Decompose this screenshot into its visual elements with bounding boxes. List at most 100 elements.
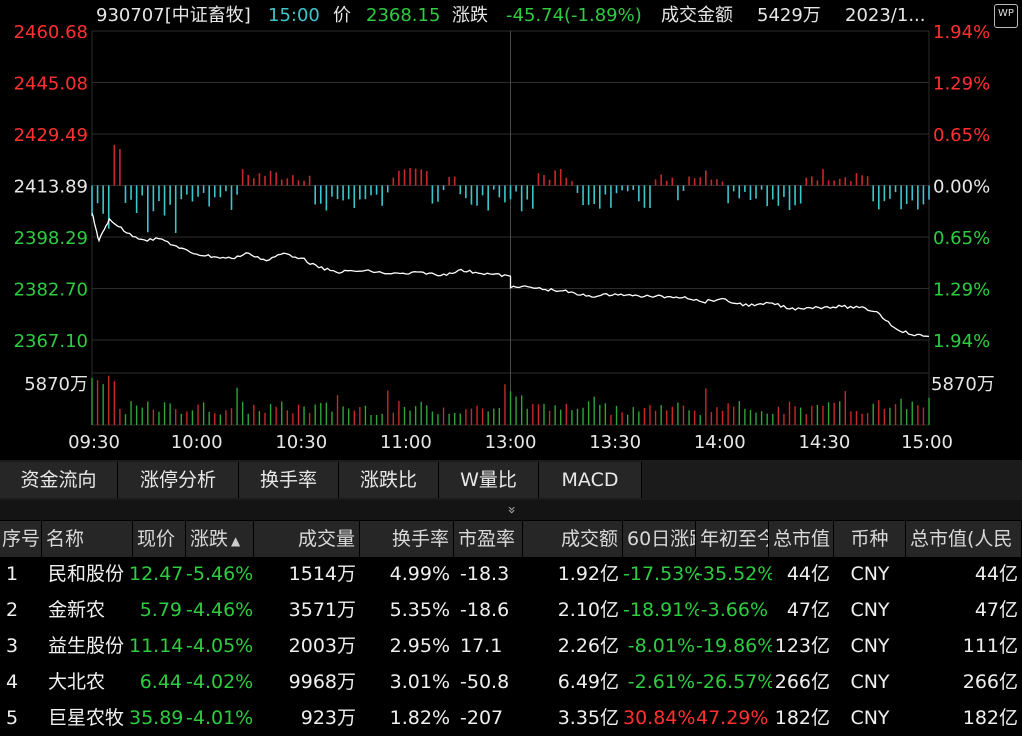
col-header-turnover[interactable]: 换手率 [360, 521, 454, 557]
table-row[interactable]: 2 金新农 5.79 -4.46% 3571万 5.35% -18.6 2.10亿 -18.91… [0, 593, 1022, 628]
volume-bar [130, 401, 132, 425]
time-tick-label: 09:30 [68, 432, 120, 453]
volume-bar [548, 410, 551, 425]
flow-bar [219, 185, 222, 198]
tab-volume-ratio[interactable]: W量比 [439, 462, 539, 498]
tab-advance-decline[interactable]: 涨跌比 [339, 462, 439, 498]
volume-bar [331, 411, 333, 425]
col-header-ytd[interactable]: 年初至今 [696, 521, 769, 557]
volume-bar [476, 405, 478, 425]
volume-bar [788, 401, 791, 425]
stock-change: -4.01% [186, 707, 254, 729]
flow-bar [576, 185, 579, 193]
volume-bar [448, 413, 450, 425]
flow-bar [325, 185, 328, 211]
volume-bar [493, 408, 495, 425]
tab-macd[interactable]: MACD [539, 462, 642, 498]
volume-bar [375, 414, 378, 425]
flow-bar [392, 177, 395, 186]
volume-bar [442, 407, 445, 425]
stock-ytd-change: -26.57% [696, 671, 772, 693]
col-header-60d-change[interactable]: 60日涨跌 [623, 521, 696, 557]
stock-volume: 1514万 [288, 563, 356, 585]
volume-bar [325, 402, 328, 425]
col-header-volume[interactable]: 成交量 [254, 521, 360, 557]
table-header: 序号 名称 现价 涨跌▲ 成交量 换手率 市盈率 成交额 60日涨跌 年初至今 … [0, 521, 1022, 557]
volume-bar [721, 410, 724, 425]
tab-limit-up-analysis[interactable]: 涨停分析 [118, 462, 239, 498]
change-header-label: 涨跌 [190, 528, 229, 550]
left-axis-label: 2367.10 [14, 331, 88, 352]
flow-bar [610, 185, 612, 208]
flow-bar [158, 185, 160, 202]
stock-currency: CNY [850, 563, 890, 585]
volume-bar [281, 401, 283, 425]
right-axis-label: 0.65% [933, 125, 990, 146]
volume-bar [264, 412, 266, 425]
right-axis-label: 1.29% [933, 74, 990, 95]
quote-header: 930707[中证畜牧] 15:00 价 2368.15 涨跌 -45.74(-… [0, 0, 1022, 32]
stock-volume: 2003万 [288, 635, 356, 657]
volume-bar [827, 402, 830, 425]
volume-bar [777, 406, 780, 425]
table-row[interactable]: 5 巨星农牧 35.89 -4.01% 923万 1.82% -207 3.35亿 30.84%… [0, 701, 1022, 736]
volume-bar [889, 407, 891, 425]
col-header-market-cap-cny[interactable]: 总市值(人民 [906, 521, 1022, 557]
indicator-tabs: 资金流向 涨停分析 换手率 涨跌比 W量比 MACD [0, 460, 1022, 500]
flow-bar [135, 185, 138, 213]
intraday-chart[interactable]: 2460.68 1.94% 2445.08 1.29% 2429.49 0.65% 2413… [0, 0, 1022, 460]
volume-bar [186, 411, 188, 425]
table-row[interactable]: 3 益生股份 11.14 -4.05% 2003万 2.95% 17.1 2.26亿 -8.01… [0, 629, 1022, 664]
flow-bar [102, 185, 104, 214]
col-header-index[interactable]: 序号 [0, 521, 42, 557]
col-header-currency[interactable]: 币种 [834, 521, 906, 557]
volume-bar [643, 408, 646, 425]
stock-amount: 2.10亿 [557, 599, 619, 621]
volume-bar [744, 408, 746, 425]
volume-bar [381, 413, 383, 425]
time-tick-label: 15:00 [901, 432, 953, 453]
tab-turnover-rate[interactable]: 换手率 [239, 462, 339, 498]
col-header-price[interactable]: 现价 [133, 521, 186, 557]
flow-bar [699, 177, 702, 186]
flow-bar [693, 178, 696, 186]
flow-bar [431, 185, 434, 204]
flow-bar [677, 185, 679, 201]
flow-bar [872, 185, 874, 202]
flow-bar [654, 179, 657, 186]
volume-bar [811, 405, 813, 425]
flow-bar [509, 185, 512, 200]
volume-bar [822, 405, 824, 425]
volume-bar [660, 405, 662, 425]
volume-bar [141, 407, 143, 425]
volume-bar [359, 407, 361, 425]
volume-bar [191, 410, 194, 425]
collapse-toggle[interactable]: » [0, 500, 1022, 520]
table-row[interactable]: 1 民和股份 12.47 -5.46% 1514万 4.99% -18.3 1.92亿 -17.… [0, 557, 1022, 592]
col-header-amount[interactable]: 成交额 [523, 521, 623, 557]
stock-change: -4.02% [186, 671, 254, 693]
volume-bar [543, 403, 545, 425]
left-axis-label: 2398.29 [14, 228, 88, 249]
col-header-change[interactable]: 涨跌 ▲ [186, 521, 254, 557]
volume-bar [615, 405, 618, 425]
volume-bar [275, 406, 277, 425]
col-header-name[interactable]: 名称 [42, 521, 133, 557]
col-header-pe[interactable]: 市盈率 [454, 521, 523, 557]
flow-bar [783, 185, 785, 197]
volume-bar [610, 414, 612, 425]
table-row[interactable]: 4 大北农 6.44 -4.02% 9968万 3.01% -50.8 6.49亿 -2.61%… [0, 665, 1022, 700]
flow-bar [582, 185, 584, 206]
col-header-market-cap[interactable]: 总市值 [769, 521, 834, 557]
volume-bar [314, 404, 316, 425]
flow-bar [213, 185, 216, 198]
flow-bar [202, 185, 205, 193]
flow-bar [442, 185, 445, 191]
volume-bar [409, 410, 411, 425]
volume-bar [760, 411, 763, 425]
stock-name: 益生股份 [48, 635, 125, 657]
volume-bar [560, 409, 562, 425]
volume-bar [426, 405, 428, 425]
wp-badge-icon[interactable]: WP [994, 4, 1018, 28]
tab-capital-flow[interactable]: 资金流向 [0, 462, 118, 498]
